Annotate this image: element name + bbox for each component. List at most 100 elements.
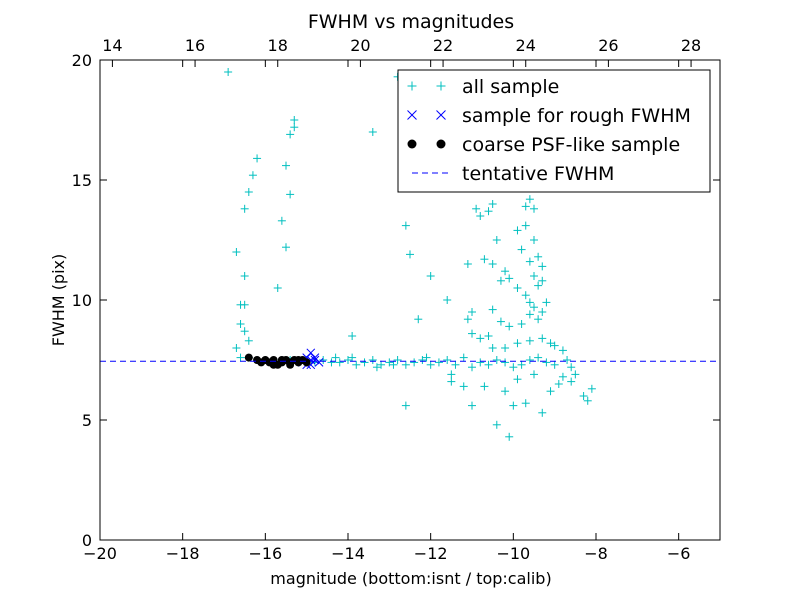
data-point	[488, 260, 497, 268]
y-tick-label: 0	[82, 531, 92, 550]
data-point	[232, 248, 241, 256]
data-point	[468, 308, 476, 316]
data-point	[501, 387, 510, 396]
top-tick-label: 18	[268, 36, 288, 55]
data-point	[509, 363, 518, 372]
data-point	[554, 380, 563, 388]
data-point	[563, 356, 572, 364]
y-tick-label: 20	[72, 51, 92, 70]
legend-marker-right-b	[436, 110, 446, 120]
axes: −20 −18 −16 −14 −12 −10 −8 −6 0 5 10 15 20 14 16 18 20 22…	[72, 36, 720, 563]
data-point	[406, 250, 414, 259]
x-tick-label: −18	[166, 544, 200, 563]
data-point	[244, 188, 253, 196]
data-point	[468, 363, 476, 372]
data-point	[513, 226, 522, 235]
data-point	[501, 344, 510, 352]
data-point	[583, 396, 592, 405]
data-point	[530, 370, 538, 379]
x-tick-label: −16	[248, 544, 282, 563]
legend-box	[397, 69, 711, 193]
data-point	[538, 334, 547, 343]
data-point	[513, 284, 522, 292]
data-point	[472, 204, 481, 213]
data-point	[269, 360, 278, 369]
data-point	[496, 276, 505, 285]
data-point	[521, 399, 530, 408]
data-point	[484, 207, 493, 216]
data-point	[546, 387, 555, 396]
data-point	[290, 123, 299, 132]
data-point	[240, 272, 249, 280]
data-point	[224, 68, 233, 76]
data-point	[476, 212, 485, 220]
data-point	[253, 154, 262, 163]
legend-label: tentative FWHM	[462, 163, 614, 185]
x-tick-label: −12	[414, 544, 448, 563]
data-point	[468, 329, 476, 338]
y-axis-title: FWHM (pix)	[49, 254, 68, 347]
data-point	[521, 221, 530, 230]
chart-title: FWHM vs magnitudes	[308, 11, 514, 33]
data-point	[360, 358, 369, 367]
x-tick-label: −20	[83, 544, 117, 563]
data-point	[426, 272, 435, 280]
data-point	[525, 298, 534, 307]
data-point	[538, 262, 547, 271]
data-point	[538, 308, 547, 316]
legend-item: coarse PSF-like sample	[407, 134, 680, 156]
top-tick-label: 20	[350, 36, 370, 55]
data-point	[327, 358, 336, 367]
data-point	[335, 358, 344, 367]
legend-label: sample for rough FWHM	[462, 105, 691, 127]
legend-label: all sample	[462, 76, 559, 98]
legend-marker-left	[407, 110, 417, 120]
data-point	[587, 384, 596, 393]
data-point	[331, 353, 340, 362]
data-point	[492, 420, 501, 429]
data-point	[534, 281, 543, 290]
top-tick-label: 24	[516, 36, 536, 55]
data-point	[571, 370, 580, 379]
data-point	[282, 243, 290, 252]
data-point	[463, 315, 472, 324]
y-tick-label: 15	[72, 171, 92, 190]
data-point	[476, 334, 485, 343]
legend-marker-right	[436, 139, 446, 149]
data-point	[480, 382, 489, 391]
series-2	[244, 353, 311, 369]
data-point	[319, 356, 328, 364]
plot-area	[100, 68, 720, 441]
legend-label: coarse PSF-like sample	[462, 134, 680, 156]
y-tick-label: 10	[72, 291, 92, 310]
data-point	[501, 358, 510, 367]
data-point	[463, 260, 472, 268]
data-point	[348, 353, 357, 362]
legend: all sample sample for rough FWHM coarse PS…	[397, 69, 711, 193]
data-point	[534, 315, 543, 324]
legend-marker-right	[436, 110, 446, 120]
data-point	[385, 358, 394, 367]
data-point	[240, 300, 249, 309]
data-point-b	[314, 358, 324, 367]
data-point	[310, 353, 320, 362]
x-axis-title: magnitude (bottom:isnt / top:calib)	[270, 569, 551, 588]
data-point	[484, 332, 493, 340]
data-point	[282, 161, 290, 170]
data-point	[538, 276, 547, 285]
data-point	[286, 130, 295, 139]
data-point	[273, 284, 282, 292]
data-point	[286, 190, 295, 199]
data-point	[443, 356, 452, 364]
data-point	[426, 360, 435, 369]
data-point	[558, 372, 567, 381]
top-tick-label: 28	[681, 36, 701, 55]
data-point	[240, 327, 249, 336]
data-point	[389, 360, 398, 369]
data-point	[401, 221, 410, 230]
data-point	[232, 344, 241, 352]
data-point	[488, 200, 497, 208]
data-point	[492, 356, 501, 364]
legend-marker-left	[407, 81, 417, 91]
data-point	[579, 392, 588, 400]
